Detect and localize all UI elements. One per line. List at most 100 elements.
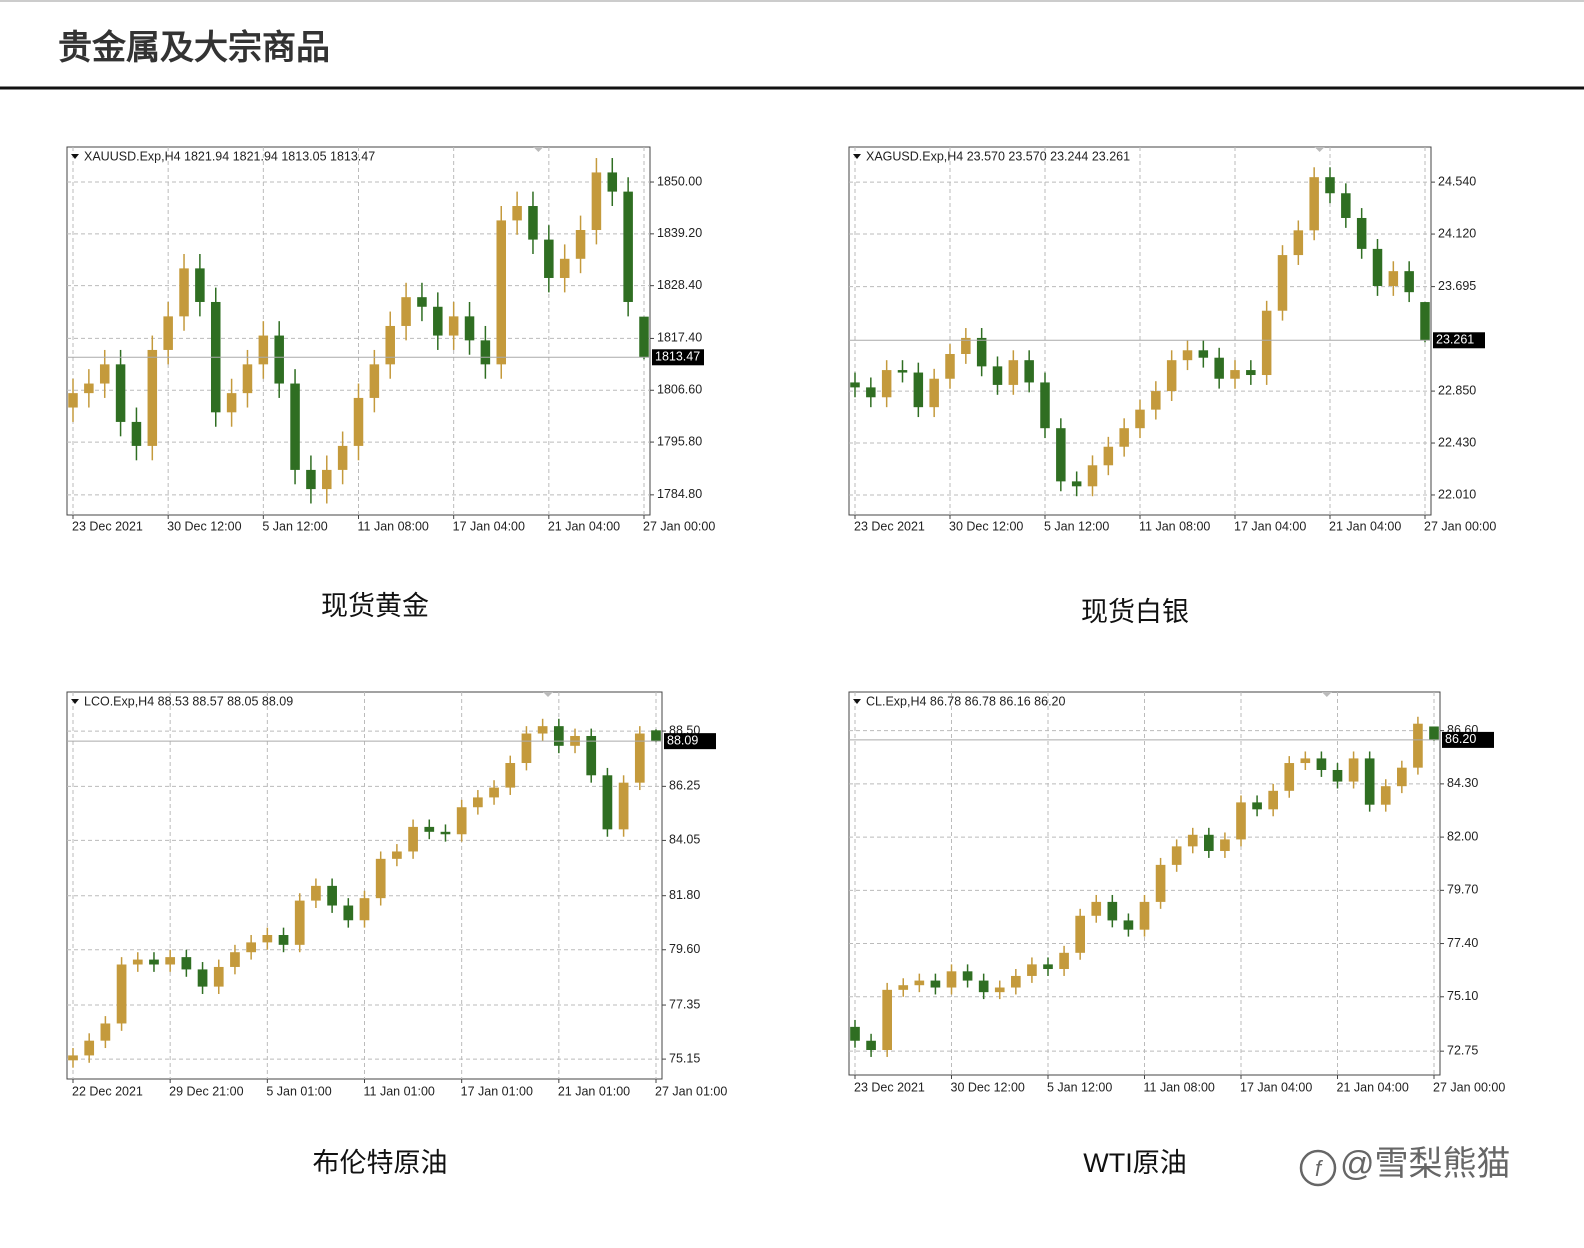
candle-body bbox=[882, 989, 892, 1051]
chart-caption: WTI原油 bbox=[1083, 1148, 1186, 1178]
candle-body bbox=[866, 387, 876, 398]
candle-body bbox=[623, 191, 633, 302]
candle-body bbox=[1040, 382, 1050, 429]
y-tick-label: 77.40 bbox=[1447, 936, 1478, 950]
x-tick-label: 23 Dec 2021 bbox=[854, 519, 925, 533]
candle-body bbox=[278, 935, 289, 945]
candle-body bbox=[559, 258, 570, 278]
candle-body bbox=[651, 730, 661, 742]
candle-body bbox=[385, 325, 395, 365]
y-tick-label: 24.120 bbox=[1438, 226, 1476, 240]
candle-body bbox=[961, 337, 971, 354]
candle-body bbox=[408, 826, 418, 852]
candle-body bbox=[1198, 350, 1209, 358]
last-price-label: 1813.47 bbox=[655, 350, 700, 364]
candle-body bbox=[1011, 975, 1021, 988]
shift-marker bbox=[543, 692, 553, 697]
x-tick-label: 22 Dec 2021 bbox=[72, 1084, 143, 1098]
x-tick-label: 27 Jan 00:00 bbox=[1433, 1080, 1505, 1094]
candle-body bbox=[322, 469, 332, 490]
candle-body bbox=[1397, 767, 1407, 787]
candle-body bbox=[375, 858, 386, 899]
watermark-logo: f bbox=[1299, 1149, 1337, 1187]
y-tick-label: 84.30 bbox=[1447, 776, 1478, 790]
candle-body bbox=[1155, 864, 1166, 902]
candle-body bbox=[586, 735, 597, 776]
candle-body bbox=[274, 335, 284, 384]
candle-body bbox=[1059, 952, 1069, 970]
candle-body bbox=[480, 340, 491, 365]
chart-caption: 现货白银 bbox=[1081, 597, 1189, 627]
candle-body bbox=[306, 469, 316, 490]
candle-body bbox=[575, 230, 586, 259]
candle-body bbox=[992, 366, 1003, 385]
candle-body bbox=[440, 831, 451, 835]
last-price-label: 86.20 bbox=[1445, 732, 1476, 746]
candle-body bbox=[230, 952, 240, 967]
candle-body bbox=[84, 1040, 95, 1056]
chart: 1784.80 1795.80 1806.60 1817.40 1828.40 1839.… bbox=[66, 146, 715, 621]
candle-body bbox=[1043, 964, 1053, 970]
menu-arrow bbox=[853, 154, 861, 159]
y-tick-label: 1806.60 bbox=[657, 383, 702, 397]
x-tick-label: 30 Dec 12:00 bbox=[949, 519, 1023, 533]
page-title: 贵金属及大宗商品 bbox=[58, 28, 330, 67]
shift-marker bbox=[533, 147, 544, 152]
candle-body bbox=[1119, 428, 1129, 447]
y-tick-label: 79.70 bbox=[1447, 883, 1478, 897]
candle-body bbox=[197, 969, 208, 987]
x-tick-label: 17 Jan 04:00 bbox=[453, 519, 525, 533]
candle-body bbox=[898, 985, 909, 990]
candle-body bbox=[618, 782, 629, 830]
candle-body bbox=[1268, 790, 1278, 810]
candle-body bbox=[1356, 217, 1367, 249]
y-tick-label: 86.25 bbox=[669, 779, 700, 793]
candle-body bbox=[68, 1055, 78, 1061]
candle-body bbox=[496, 220, 507, 365]
menu-arrow bbox=[853, 699, 861, 704]
candle-body bbox=[1413, 723, 1423, 768]
candle-body bbox=[1293, 230, 1304, 256]
candle-body bbox=[290, 383, 300, 470]
candle-body bbox=[866, 1040, 876, 1051]
candle-body bbox=[149, 959, 159, 965]
candle-body bbox=[1388, 271, 1399, 286]
candle-body bbox=[1420, 302, 1430, 341]
candle-body bbox=[163, 316, 173, 350]
shift-marker bbox=[1314, 147, 1325, 152]
candle-body bbox=[994, 987, 1005, 993]
x-tick-label: 5 Jan 12:00 bbox=[1044, 519, 1109, 533]
candle-body bbox=[962, 971, 973, 981]
candle-body bbox=[242, 364, 253, 394]
last-price-box bbox=[1442, 731, 1494, 748]
candle-body bbox=[553, 726, 564, 746]
x-tick-label: 11 Jan 08:00 bbox=[1139, 519, 1210, 533]
x-tick-label: 21 Jan 04:00 bbox=[1337, 1080, 1409, 1094]
y-tick-label: 82.00 bbox=[1447, 829, 1478, 843]
candle-body bbox=[929, 378, 939, 408]
candle-body bbox=[897, 370, 908, 373]
candle-body bbox=[1027, 964, 1037, 976]
candle-body bbox=[1252, 802, 1262, 810]
candle-body bbox=[1166, 360, 1177, 392]
candle-body bbox=[246, 942, 256, 953]
candle-body bbox=[424, 826, 435, 832]
candle-body bbox=[1107, 901, 1118, 921]
last-price-label: 23.261 bbox=[1436, 333, 1474, 347]
watermark: @雪梨熊猫 bbox=[1340, 1145, 1511, 1183]
candle-body bbox=[1230, 370, 1240, 379]
candle-body bbox=[1024, 360, 1034, 383]
candle-body bbox=[116, 964, 127, 1024]
candle-body bbox=[1056, 428, 1066, 482]
candle-body bbox=[448, 316, 459, 336]
x-tick-label: 29 Dec 21:00 bbox=[169, 1084, 243, 1098]
last-price-box bbox=[652, 349, 704, 366]
candle-body bbox=[294, 900, 305, 945]
candle-body bbox=[1236, 802, 1246, 840]
x-tick-label: 17 Jan 04:00 bbox=[1240, 1080, 1312, 1094]
chart-info: LCO.Exp,H4 88.53 88.57 88.05 88.09 bbox=[84, 694, 293, 708]
x-tick-label: 11 Jan 08:00 bbox=[358, 519, 429, 533]
candle-body bbox=[337, 445, 348, 470]
x-tick-label: 17 Jan 04:00 bbox=[1234, 519, 1306, 533]
